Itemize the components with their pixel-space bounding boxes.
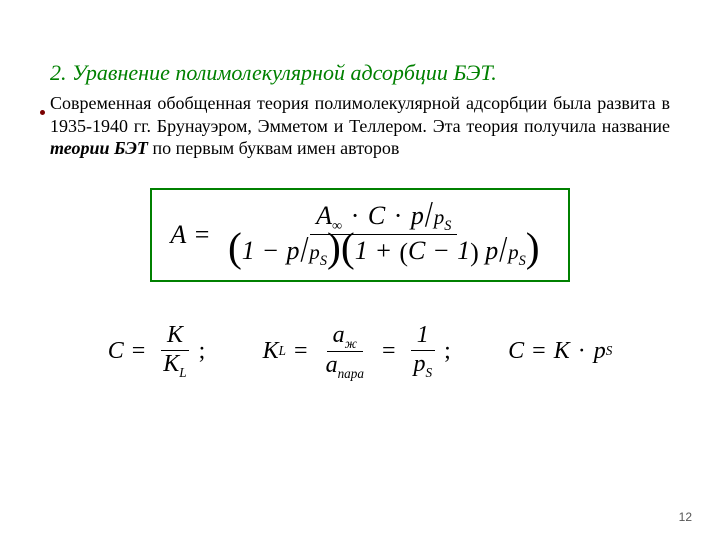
slash: /	[300, 230, 308, 273]
eq2-KL-L: L	[179, 365, 186, 380]
num-ps-p: p	[434, 206, 444, 229]
eq3-KL-K: K	[263, 338, 279, 365]
equals-sign: =	[126, 338, 152, 365]
den-ps2-s: S	[519, 253, 526, 269]
main-equation-box: A = A∞ · C · p/pS (1 − p/pS)(1 +	[150, 188, 569, 282]
eq3-num1: aж	[327, 322, 363, 352]
eq3-azh-sub: ж	[345, 336, 357, 351]
main-equation-container: A = A∞ · C · p/pS (1 − p/pS)(1 +	[50, 160, 670, 282]
eq3-frac2: 1 pS	[407, 322, 438, 380]
den-one2: 1	[355, 236, 368, 265]
eq3-frac1: aж aпара	[320, 322, 370, 381]
num-ps-s: S	[444, 218, 451, 234]
rparen: )	[327, 224, 341, 270]
equals-sign: =	[188, 220, 216, 250]
secondary-equations-row: C = К KL ; KL = aж aпара =	[50, 322, 670, 381]
eq3-apara-a: a	[326, 352, 338, 378]
den-ps2-p: p	[508, 241, 518, 264]
eq3-num2: 1	[411, 322, 435, 351]
denominator: (1 − p/pS)(1 + (C − 1) p/pS)	[222, 235, 546, 270]
eq2-C: C	[108, 338, 124, 365]
dot-op: ·	[572, 338, 592, 365]
page-number: 12	[679, 510, 692, 524]
eq3-KL-L: L	[279, 343, 286, 359]
plus-op: +	[376, 236, 391, 265]
eq3-azh-a: a	[333, 322, 345, 348]
den-one: 1	[242, 236, 255, 265]
equation-c-k: C = К KL ;	[108, 322, 208, 380]
eq3-S: S	[425, 365, 432, 380]
slide: 2. Уравнение полимолекулярной адсорбции …	[0, 0, 720, 540]
eq4-K: K	[554, 338, 570, 365]
semicolon: ;	[444, 338, 451, 365]
eq3-apara-sub: пара	[338, 366, 364, 381]
equals-sign: =	[376, 338, 402, 365]
eq2-num: К	[161, 322, 189, 351]
bullet-decor	[40, 110, 45, 115]
minus-op: −	[434, 236, 449, 265]
slash: /	[499, 230, 507, 273]
main-fraction: A∞ · C · p/pS (1 − p/pS)(1 + (C − 1) p/p…	[222, 200, 546, 270]
den-p1: p	[286, 236, 299, 265]
eq2-frac: К KL	[157, 322, 192, 380]
lparen-small: (	[399, 238, 408, 267]
rparen-small: )	[470, 238, 479, 267]
paragraph-text-after: по первым буквам имен авторов	[148, 138, 399, 158]
slash: /	[425, 195, 433, 238]
num-C: C	[368, 201, 385, 230]
den-C: C	[408, 236, 425, 265]
equals-sign: =	[288, 338, 314, 365]
eq3-den1: aпара	[320, 352, 370, 381]
num-p: p	[411, 201, 424, 230]
semicolon: ;	[199, 338, 206, 365]
den-p2: p	[485, 236, 498, 265]
paragraph-text-before: Современная обобщенная теория полимолеку…	[50, 93, 670, 136]
eq-lhs: A	[170, 220, 186, 250]
den-ps1-s: S	[320, 253, 327, 269]
equation-kl: KL = aж aпара = 1 pS ;	[263, 322, 453, 381]
den-ps1-p: p	[309, 241, 319, 264]
paragraph-em: теории БЭТ	[50, 138, 148, 158]
rparen: )	[526, 224, 540, 270]
main-equation: A = A∞ · C · p/pS (1 − p/pS)(1 +	[170, 200, 549, 270]
section-heading: 2. Уравнение полимолекулярной адсорбции …	[50, 60, 670, 86]
eq4-p: p	[594, 338, 606, 365]
lparen: (	[228, 224, 242, 270]
lparen: (	[341, 224, 355, 270]
body-paragraph: Современная обобщенная теория полимолеку…	[50, 92, 670, 160]
eq3-p: p	[413, 351, 425, 377]
minus-op: −	[263, 236, 278, 265]
eq4-C: C	[508, 338, 524, 365]
dot-op: ·	[394, 201, 403, 230]
eq4-S: S	[606, 343, 613, 359]
eq2-den: KL	[157, 351, 192, 380]
den-minus1: 1	[457, 236, 470, 265]
equals-sign: =	[526, 338, 552, 365]
eq3-den2: pS	[407, 351, 438, 380]
eq2-KL-K: K	[163, 351, 179, 377]
equation-c-kps: C = K · pS	[508, 338, 612, 365]
